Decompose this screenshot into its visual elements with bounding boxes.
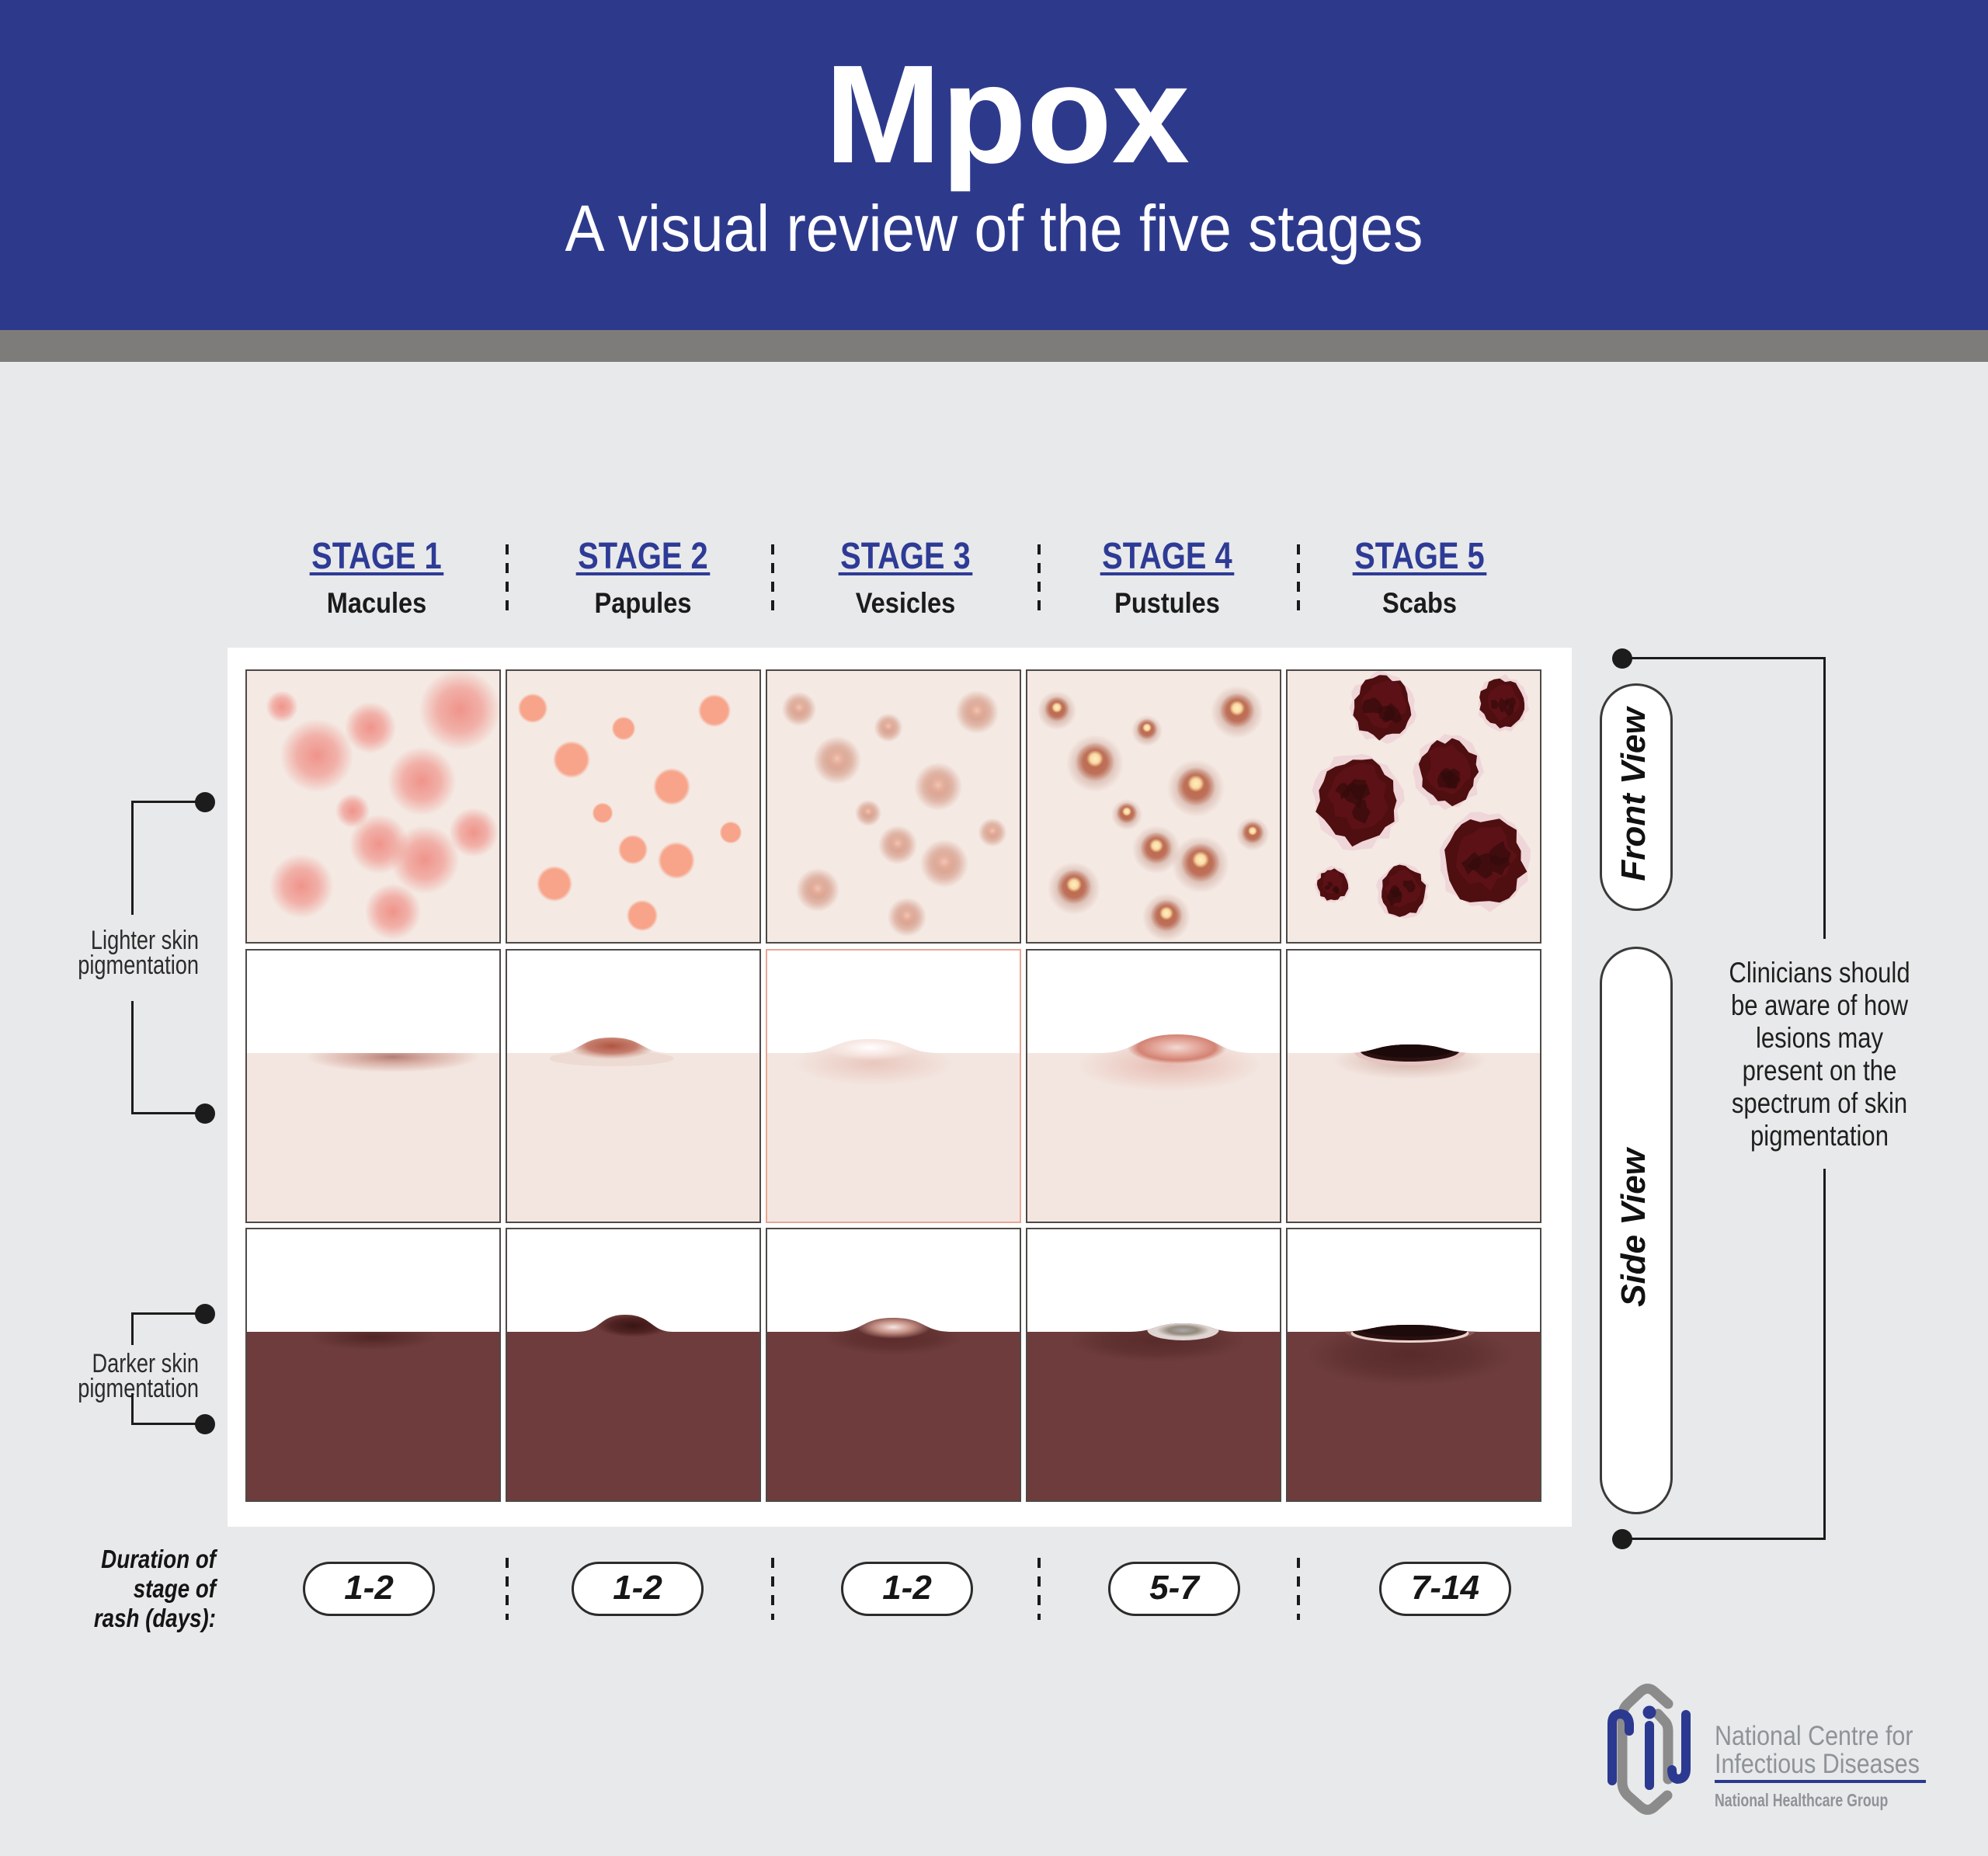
svg-text:National Centre for: National Centre for [1715, 1720, 1913, 1750]
svg-text:National Healthcare Group: National Healthcare Group [1715, 1791, 1888, 1811]
svg-text:Infectious Diseases: Infectious Diseases [1715, 1748, 1920, 1778]
